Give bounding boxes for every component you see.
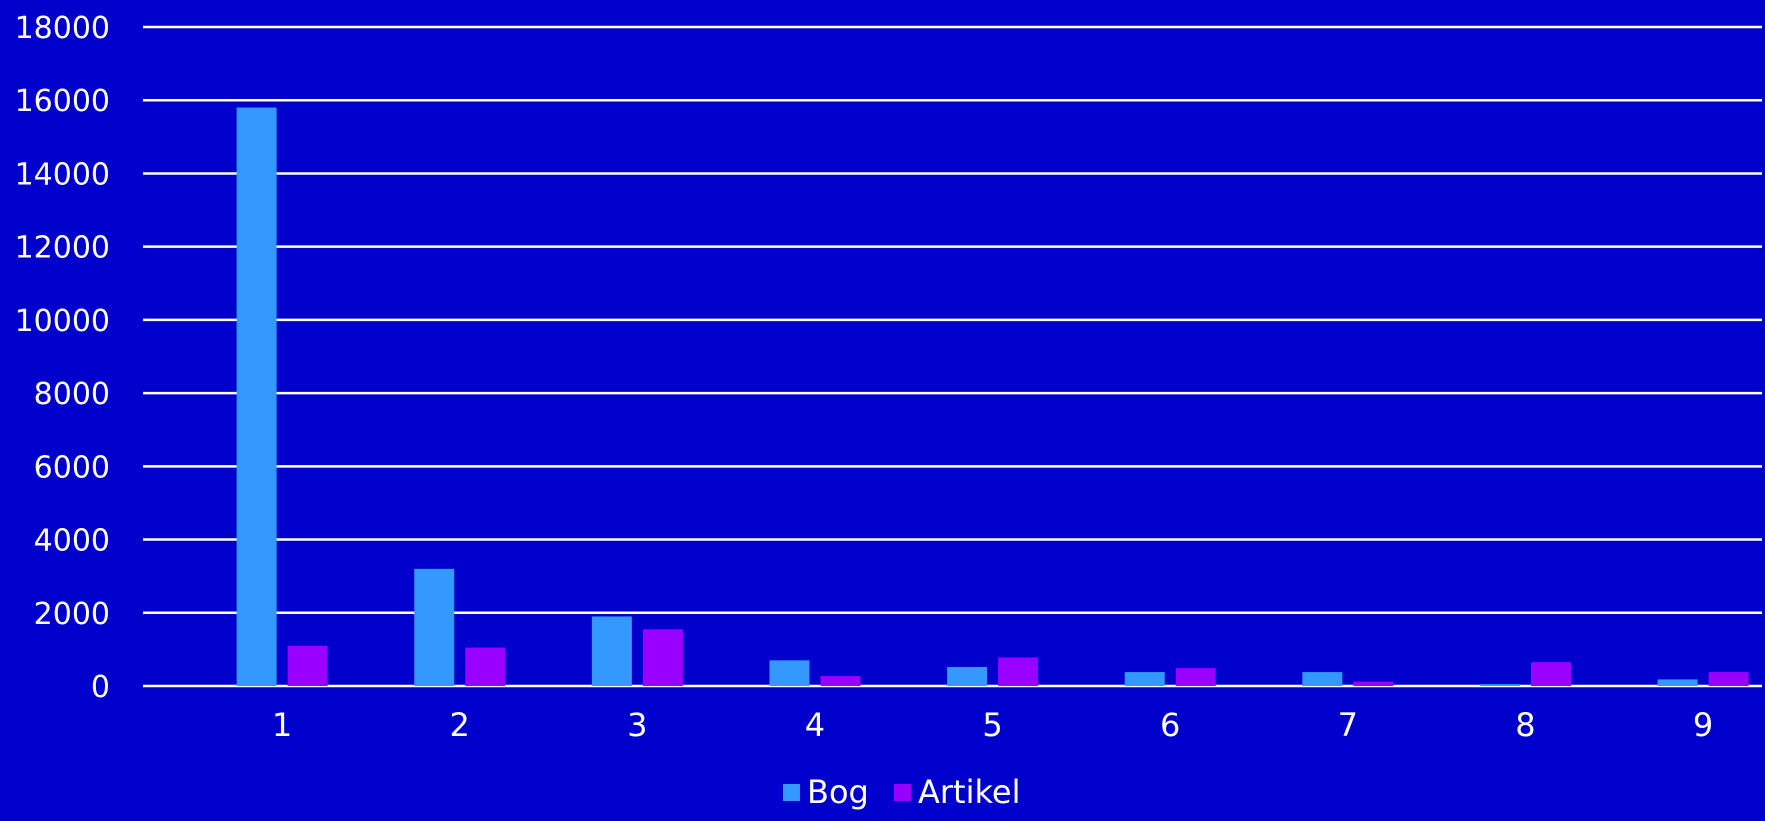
bar-bog-9	[1657, 679, 1698, 686]
bar-bog-7	[1302, 672, 1343, 686]
y-tick-label: 2000	[34, 597, 110, 632]
bar-artikel-7	[1353, 681, 1394, 686]
y-tick-label: 18000	[15, 11, 110, 46]
y-tick-label: 16000	[15, 84, 110, 119]
legend-swatch-bog	[783, 784, 800, 801]
bar-bog-5	[947, 666, 988, 686]
bar-bog-8	[1479, 684, 1520, 686]
legend: Bog Artikel	[783, 773, 1020, 811]
bar-artikel-1	[287, 645, 328, 686]
x-tick-label: 7	[1338, 706, 1358, 744]
x-tick-label: 4	[805, 706, 825, 744]
legend-label-artikel: Artikel	[918, 773, 1020, 811]
x-tick-label: 2	[450, 706, 470, 744]
bar-bog-6	[1124, 672, 1165, 686]
x-tick-label: 5	[982, 706, 1002, 744]
y-tick-label: 0	[91, 670, 110, 705]
bar-artikel-6	[1175, 668, 1216, 686]
y-tick-label: 10000	[15, 304, 110, 339]
bar-bog-4	[769, 660, 810, 686]
bar-artikel-5	[998, 657, 1039, 686]
bar-artikel-9	[1708, 672, 1749, 686]
x-tick-label: 1	[272, 706, 292, 744]
y-tick-label: 4000	[34, 524, 110, 559]
bar-artikel-3	[642, 629, 683, 686]
y-tick-label: 8000	[34, 377, 110, 412]
bar-bog-1	[236, 107, 277, 687]
grid-lines	[143, 25, 1762, 688]
bar-artikel-4	[820, 676, 861, 686]
x-axis: 1 2 3 4 5 6 7 8 9	[272, 706, 1713, 744]
y-axis: 0 2000 4000 6000 8000 10000 12000 14000 16000 180…	[15, 11, 110, 705]
y-tick-label: 12000	[15, 231, 110, 266]
legend-label-bog: Bog	[807, 773, 869, 811]
x-tick-label: 8	[1515, 706, 1535, 744]
legend-swatch-artikel	[894, 784, 911, 801]
bar-bog-2	[414, 568, 455, 686]
x-tick-label: 6	[1160, 706, 1180, 744]
bars	[236, 107, 1749, 687]
bar-bog-3	[591, 616, 632, 686]
x-tick-label: 9	[1693, 706, 1713, 744]
bar-artikel-8	[1530, 662, 1571, 686]
x-tick-label: 3	[627, 706, 647, 744]
y-tick-label: 14000	[15, 157, 110, 192]
y-tick-label: 6000	[34, 450, 110, 485]
bar-artikel-2	[465, 647, 506, 686]
